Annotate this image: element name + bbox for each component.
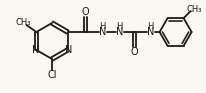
Text: CH₃: CH₃ <box>187 5 202 14</box>
Text: H: H <box>116 21 123 31</box>
Text: O: O <box>131 47 138 57</box>
Text: O: O <box>82 7 89 17</box>
Text: H: H <box>147 21 154 31</box>
Text: N: N <box>65 45 72 55</box>
Text: N: N <box>32 45 39 55</box>
Text: H: H <box>99 21 106 31</box>
Text: CH₃: CH₃ <box>16 17 31 27</box>
Text: N: N <box>99 27 106 37</box>
Text: Cl: Cl <box>47 70 57 80</box>
Text: N: N <box>147 27 154 37</box>
Text: N: N <box>116 27 123 37</box>
